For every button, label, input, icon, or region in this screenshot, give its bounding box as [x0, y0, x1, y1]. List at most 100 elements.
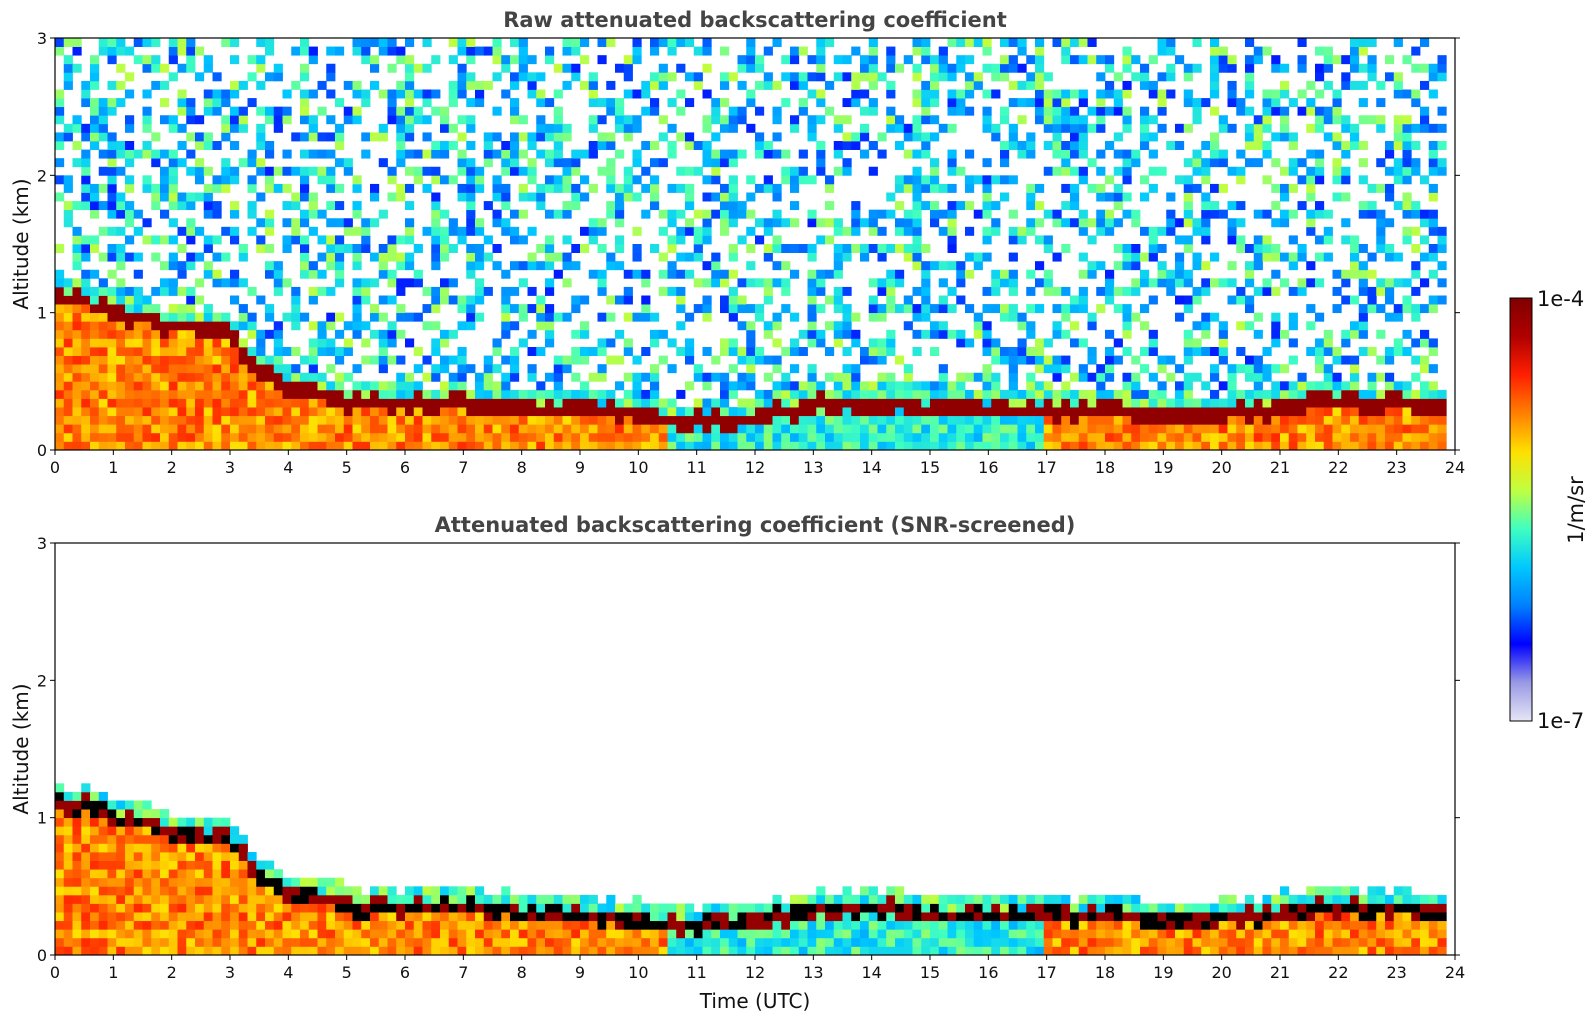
heatmap-cell	[1096, 372, 1106, 382]
heatmap-cell	[772, 389, 782, 399]
heatmap-cell	[527, 407, 537, 417]
heatmap-cell	[685, 183, 695, 193]
heatmap-cell	[746, 441, 756, 451]
heatmap-cell	[1026, 381, 1036, 391]
heatmap-cell	[72, 46, 82, 56]
heatmap-cell	[448, 432, 458, 442]
heatmap-cell	[807, 389, 817, 399]
heatmap-cell	[431, 920, 441, 930]
heatmap-cell	[98, 201, 108, 211]
heatmap-cell	[1096, 123, 1106, 133]
heatmap-cell	[903, 226, 913, 236]
heatmap-cell	[1043, 432, 1053, 442]
heatmap-cell	[466, 424, 476, 434]
heatmap-cell	[956, 432, 966, 442]
heatmap-cell	[282, 946, 292, 956]
heatmap-cell	[361, 415, 371, 425]
heatmap-cell	[1008, 80, 1018, 90]
heatmap-cell	[1402, 89, 1412, 99]
heatmap-cell	[1306, 226, 1316, 236]
heatmap-cell	[772, 321, 782, 331]
heatmap-cell	[440, 123, 450, 133]
heatmap-cell	[361, 389, 371, 399]
heatmap-cell	[212, 252, 222, 262]
heatmap-cell	[545, 261, 555, 271]
heatmap-cell	[1271, 158, 1281, 168]
heatmap-cell	[1280, 432, 1290, 442]
x-tick-label: 22	[1328, 458, 1348, 477]
heatmap-cell	[1183, 209, 1193, 219]
heatmap-cell	[1367, 304, 1377, 314]
heatmap-cell	[825, 38, 835, 47]
heatmap-cell	[168, 877, 178, 887]
heatmap-cell	[55, 312, 65, 322]
heatmap-cell	[772, 261, 782, 271]
heatmap-cell	[1437, 295, 1447, 305]
heatmap-cell	[1262, 278, 1272, 288]
heatmap-cell	[1236, 415, 1246, 425]
heatmap-cell	[186, 355, 196, 365]
heatmap-cell	[98, 407, 108, 417]
heatmap-cell	[212, 843, 222, 853]
heatmap-cell	[807, 286, 817, 296]
heatmap-cell	[571, 937, 581, 947]
heatmap-cell	[860, 441, 870, 451]
heatmap-cell	[116, 809, 126, 819]
heatmap-cell	[492, 381, 502, 391]
heatmap-cell	[81, 886, 91, 896]
heatmap-cell	[1026, 347, 1036, 356]
heatmap-cell	[606, 252, 616, 262]
heatmap-cell	[693, 441, 703, 451]
heatmap-cell	[186, 398, 196, 408]
heatmap-cell	[492, 209, 502, 219]
heatmap-cell	[466, 321, 476, 331]
heatmap-cell	[300, 946, 310, 956]
heatmap-cell	[1315, 441, 1325, 451]
heatmap-cell	[991, 123, 1001, 133]
heatmap-cell	[1201, 329, 1211, 339]
heatmap-cell	[956, 441, 966, 451]
heatmap-cell	[947, 389, 957, 399]
heatmap-cell	[55, 269, 65, 279]
heatmap-cell	[230, 355, 240, 365]
heatmap-cell	[98, 338, 108, 348]
heatmap-cell	[212, 937, 222, 947]
heatmap-cell	[1332, 269, 1342, 279]
heatmap-cell	[938, 364, 948, 374]
heatmap-cell	[422, 920, 432, 930]
heatmap-cell	[230, 929, 240, 939]
heatmap-cell	[877, 389, 887, 399]
heatmap-cell	[518, 424, 528, 434]
heatmap-cell	[676, 209, 686, 219]
heatmap-cell	[553, 106, 563, 116]
heatmap-cell	[1157, 106, 1167, 116]
heatmap-cell	[256, 218, 266, 228]
heatmap-cell	[195, 364, 205, 374]
heatmap-cell	[1157, 398, 1167, 408]
heatmap-cell	[1227, 441, 1237, 451]
heatmap-cell	[702, 278, 712, 288]
heatmap-cell	[247, 312, 257, 322]
heatmap-cell	[238, 372, 248, 382]
heatmap-cell	[1096, 183, 1106, 193]
heatmap-cell	[405, 894, 415, 904]
heatmap-cell	[1140, 226, 1150, 236]
heatmap-cell	[1087, 261, 1097, 271]
heatmap-cell	[1157, 244, 1167, 253]
heatmap-cell	[623, 424, 633, 434]
heatmap-cell	[930, 432, 940, 442]
heatmap-cell	[1070, 89, 1080, 99]
heatmap-cell	[457, 63, 467, 73]
heatmap-cell	[1262, 415, 1272, 425]
heatmap-cell	[816, 338, 826, 348]
heatmap-cell	[90, 321, 100, 331]
heatmap-cell	[63, 826, 73, 836]
heatmap-cell	[107, 920, 117, 930]
heatmap-cell	[527, 920, 537, 930]
heatmap-cell	[720, 441, 730, 451]
heatmap-cell	[361, 278, 371, 288]
heatmap-cell	[965, 372, 975, 382]
heatmap-cell	[440, 903, 450, 913]
heatmap-cell	[81, 201, 91, 211]
heatmap-cell	[667, 98, 677, 108]
